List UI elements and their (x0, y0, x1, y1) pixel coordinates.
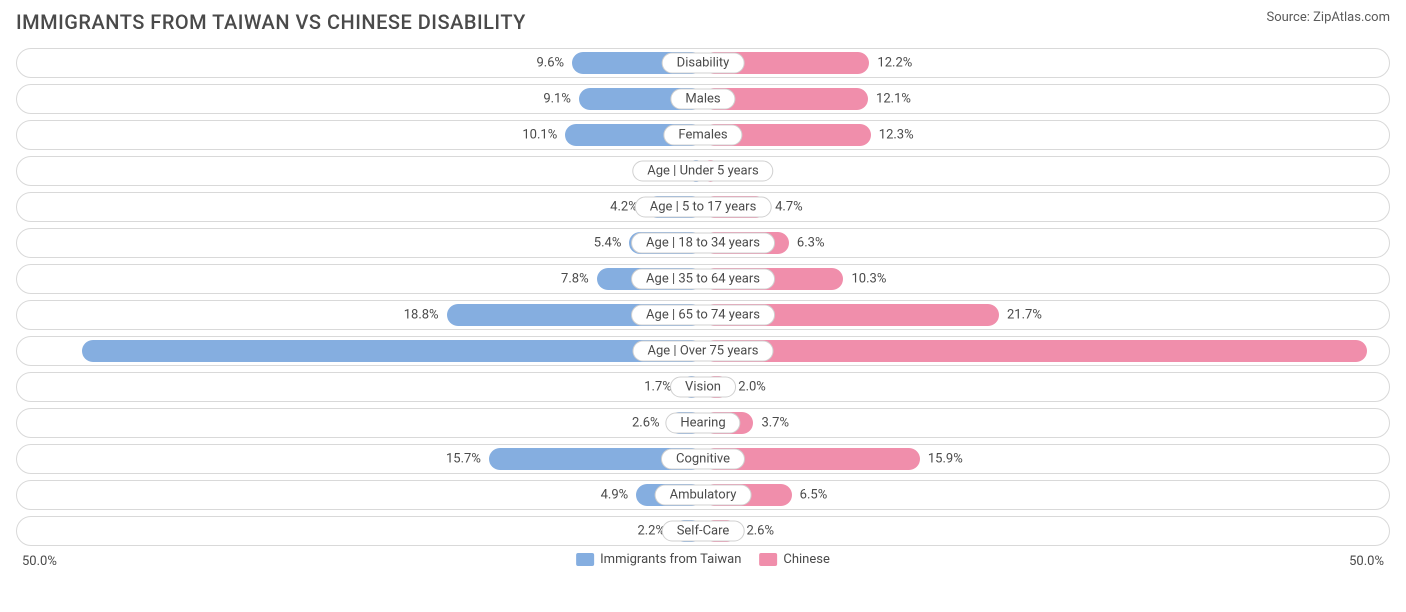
row-label: Age | 65 to 74 years (631, 305, 775, 326)
legend-label-right: Chinese (783, 552, 829, 567)
legend-item-left: Immigrants from Taiwan (576, 552, 741, 567)
axis-max-right: 50.0% (1349, 554, 1384, 569)
legend-swatch-left (576, 553, 594, 566)
row-label: Age | Over 75 years (633, 341, 774, 362)
row-label: Hearing (665, 413, 740, 434)
value-left: 5.4% (594, 236, 622, 251)
row-label: Self-Care (662, 521, 745, 542)
row-label: Vision (670, 377, 736, 398)
row-label: Disability (662, 53, 745, 74)
value-left: 15.7% (446, 452, 481, 467)
chart-title: IMMIGRANTS FROM TAIWAN VS CHINESE DISABI… (16, 10, 526, 34)
axis-max-left: 50.0% (22, 554, 57, 569)
value-right: 3.7% (761, 416, 789, 431)
diverging-bar-chart: 9.6% 12.2% Disability 9.1% 12.1% Males 10.1% 12… (16, 48, 1390, 546)
value-right: 10.3% (851, 272, 886, 287)
value-left: 9.1% (543, 92, 571, 107)
chart-row: 10.1% 12.3% Females (16, 120, 1390, 150)
row-label: Females (663, 125, 742, 146)
value-left: 10.1% (522, 128, 557, 143)
value-right: 21.7% (1007, 308, 1042, 323)
chart-row: 9.6% 12.2% Disability (16, 48, 1390, 78)
value-right: 6.3% (797, 236, 825, 251)
value-right: 12.3% (879, 128, 914, 143)
bar-left: 45.5% (82, 340, 703, 362)
chart-row: 5.4% 6.3% Age | 18 to 34 years (16, 228, 1390, 258)
value-right: 15.9% (928, 452, 963, 467)
value-left: 4.2% (610, 200, 638, 215)
chart-row: 45.5%48.7%Age | Over 75 years (16, 336, 1390, 366)
chart-row: 4.2% 4.7%Age | 5 to 17 years (16, 192, 1390, 222)
value-right: 6.5% (800, 488, 828, 503)
value-right: 12.2% (877, 56, 912, 71)
chart-row: 7.8% 10.3% Age | 35 to 64 years (16, 264, 1390, 294)
value-right: 2.0% (738, 380, 766, 395)
chart-footer: 50.0% Immigrants from Taiwan Chinese 50.… (16, 552, 1390, 576)
legend: Immigrants from Taiwan Chinese (576, 552, 830, 567)
value-right: 12.1% (876, 92, 911, 107)
row-label: Age | 35 to 64 years (631, 269, 775, 290)
chart-row: 1.0%1.1%Age | Under 5 years (16, 156, 1390, 186)
chart-row: 4.9% 6.5% Ambulatory (16, 480, 1390, 510)
row-label: Ambulatory (655, 485, 752, 506)
row-label: Males (670, 89, 735, 110)
value-right: 4.7% (775, 200, 803, 215)
chart-row: 2.6% 3.7% Hearing (16, 408, 1390, 438)
legend-swatch-right (759, 553, 777, 566)
chart-row: 15.7% 15.9% Cognitive (16, 444, 1390, 474)
source-label: Source: ZipAtlas.com (1266, 10, 1390, 25)
value-left: 9.6% (537, 56, 565, 71)
header: IMMIGRANTS FROM TAIWAN VS CHINESE DISABI… (16, 10, 1390, 34)
value-right: 2.6% (746, 524, 774, 539)
row-label: Cognitive (661, 449, 745, 470)
chart-row: 1.7% 2.0%Vision (16, 372, 1390, 402)
value-left: 4.9% (601, 488, 629, 503)
value-left: 7.8% (561, 272, 589, 287)
value-left: 1.7% (644, 380, 672, 395)
row-label: Age | 5 to 17 years (635, 197, 772, 218)
legend-label-left: Immigrants from Taiwan (600, 552, 741, 567)
chart-row: 9.1% 12.1% Males (16, 84, 1390, 114)
chart-row: 18.8% 21.7% Age | 65 to 74 years (16, 300, 1390, 330)
row-label: Age | Under 5 years (632, 161, 773, 182)
value-left: 2.6% (632, 416, 660, 431)
bar-right: 48.7% (703, 340, 1367, 362)
chart-row: 2.2%2.6%Self-Care (16, 516, 1390, 546)
legend-item-right: Chinese (759, 552, 829, 567)
row-label: Age | 18 to 34 years (631, 233, 775, 254)
value-left: 18.8% (404, 308, 439, 323)
